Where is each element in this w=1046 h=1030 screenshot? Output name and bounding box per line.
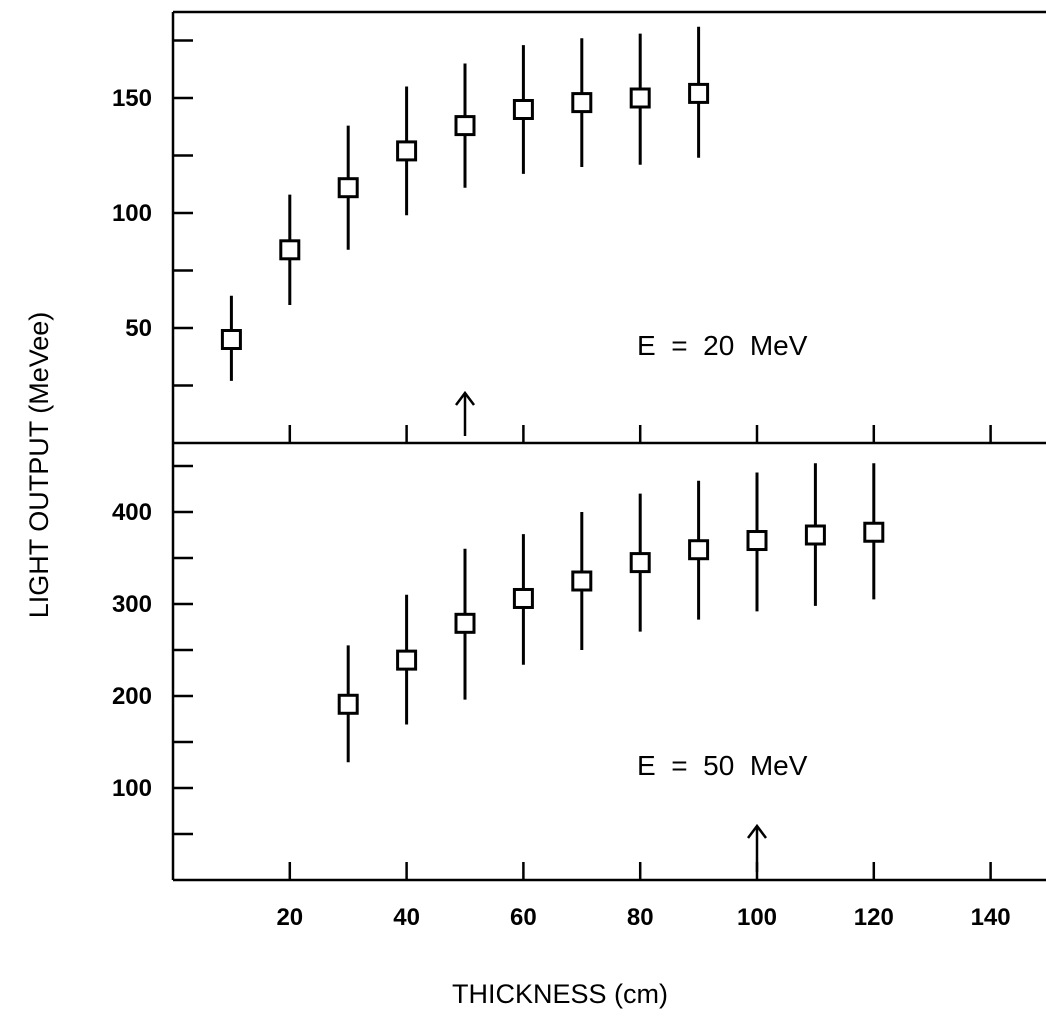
- x-axis-title: THICKNESS (cm): [452, 979, 668, 1009]
- data-point-marker: [863, 521, 885, 543]
- data-point-marker: [512, 99, 534, 120]
- data-point-marker: [688, 82, 710, 104]
- data-point-marker: [688, 539, 710, 561]
- tick-labels: 50 100 150 100 200 300 400 20 40 60 80 100 120 140: [112, 85, 1011, 931]
- data-point-marker: [454, 115, 476, 137]
- data-point-marker: [746, 530, 768, 552]
- arrows: [455, 390, 767, 872]
- data-point-marker: [512, 587, 534, 609]
- data-point-marker: [220, 329, 242, 350]
- data-point-marker: [571, 570, 593, 592]
- top-panel-annotation: E = 20 MeV: [637, 330, 808, 361]
- x-tick-label: 60: [510, 904, 537, 931]
- data-markers: [220, 82, 885, 715]
- data-point-marker: [629, 87, 651, 109]
- bottom-panel-annotation: E = 50 MeV: [637, 750, 808, 781]
- x-tick-label: 80: [627, 904, 654, 931]
- data-point-marker: [571, 92, 593, 114]
- x-tick-label: 100: [737, 904, 777, 931]
- y-tick-label: 400: [112, 499, 152, 526]
- y-tick-label: 200: [112, 683, 152, 710]
- data-point-marker: [804, 524, 826, 546]
- arrow-head: [455, 390, 475, 406]
- data-point-marker: [337, 177, 359, 199]
- x-tick-label: 140: [971, 904, 1011, 931]
- data-point-marker: [337, 693, 359, 715]
- axis-ticks: [173, 39, 992, 880]
- data-point-marker: [396, 649, 418, 671]
- x-tick-label: 20: [276, 904, 303, 931]
- data-point-marker: [279, 239, 301, 261]
- y-tick-label: 300: [112, 591, 152, 618]
- y-tick-label: 100: [112, 775, 152, 802]
- y-tick-label: 50: [125, 315, 152, 342]
- y-tick-label: 150: [112, 85, 152, 112]
- arrow-head: [747, 823, 767, 839]
- data-point-marker: [454, 612, 476, 634]
- axes-frame: [171, 10, 1046, 882]
- y-axis-title: LIGHT OUTPUT (MeVee): [24, 312, 54, 619]
- y-tick-label: 100: [112, 200, 152, 227]
- x-tick-label: 120: [854, 904, 894, 931]
- error-bars: [229, 26, 876, 763]
- data-point-marker: [396, 140, 418, 162]
- data-point-marker: [629, 552, 651, 574]
- x-tick-label: 40: [393, 904, 420, 931]
